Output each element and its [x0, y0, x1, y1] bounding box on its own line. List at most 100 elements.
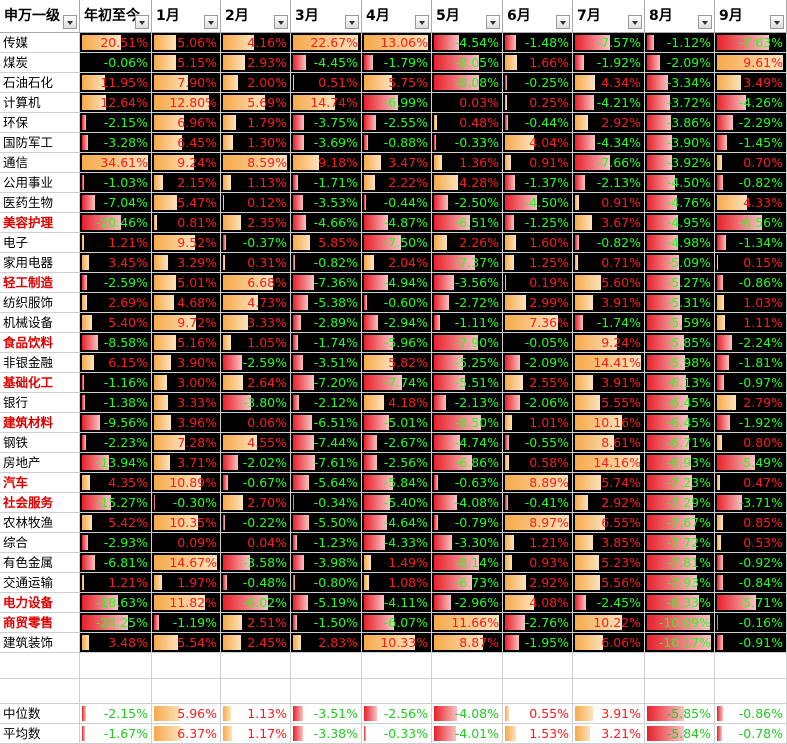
cell-text: 银行 [3, 395, 29, 410]
column-header[interactable]: 5月 [432, 0, 503, 33]
filter-button[interactable] [556, 15, 570, 29]
value-cell: 2.26% [432, 233, 503, 253]
cell-text: 10.22% [593, 615, 641, 630]
cell-text: 9月 [719, 8, 743, 24]
cell-text: -0.37% [242, 235, 287, 250]
column-header[interactable]: 6月 [503, 0, 573, 33]
column-header[interactable]: 4月 [362, 0, 432, 33]
cell-text: 石油石化 [3, 75, 54, 90]
column-header[interactable]: 2月 [221, 0, 291, 33]
column-header[interactable]: 7月 [573, 0, 645, 33]
value-cell: 1.21% [503, 533, 573, 553]
empty-cell [152, 653, 221, 679]
cell-text: 美容护理 [3, 215, 54, 230]
data-bar [82, 355, 94, 370]
filter-button[interactable] [770, 15, 784, 29]
data-bar [575, 415, 622, 430]
cell-text: -5.98% [666, 355, 711, 370]
value-cell: 6.55% [573, 513, 645, 533]
value-cell: -1.12% [645, 33, 715, 53]
data-bar [575, 35, 610, 50]
column-header[interactable]: 年初至今 [80, 0, 152, 33]
cell-text: -4.66% [313, 215, 358, 230]
value-cell: -1.45% [715, 133, 787, 153]
cell-text: -0.55% [524, 435, 569, 450]
filter-button[interactable] [698, 15, 712, 29]
data-bar [647, 615, 711, 630]
value-cell: 9.24% [152, 153, 221, 173]
cell-text: 22.67% [310, 35, 358, 50]
data-bar [293, 335, 298, 350]
cell-text: 6.68% [247, 275, 287, 290]
value-cell: -4.50% [503, 193, 573, 213]
data-bar [82, 435, 87, 450]
data-bar [434, 495, 457, 510]
data-bar [364, 135, 369, 150]
cell-text: -0.80% [313, 575, 358, 590]
data-bar [223, 495, 244, 510]
data-bar [154, 55, 177, 70]
value-cell: -3.72% [645, 93, 715, 113]
column-header[interactable]: 8月 [645, 0, 715, 33]
value-cell: -3.28% [80, 133, 152, 153]
data-bar [647, 415, 688, 430]
value-cell: -1.11% [432, 313, 503, 333]
filter-button[interactable] [135, 15, 149, 29]
value-cell: -2.13% [573, 173, 645, 193]
data-bar [364, 515, 387, 530]
value-cell: -0.33% [432, 133, 503, 153]
value-cell: -4.94% [362, 273, 432, 293]
filter-button[interactable] [486, 15, 500, 29]
value-cell: -5.96% [362, 333, 432, 353]
value-cell: 7.36% [503, 313, 573, 333]
column-header[interactable]: 3月 [291, 0, 362, 33]
cell-text: 钢铁 [3, 435, 29, 450]
cell-text: 1.36% [459, 155, 499, 170]
filter-button[interactable] [274, 15, 288, 29]
column-header[interactable]: 申万一级 [0, 0, 80, 33]
filter-button[interactable] [204, 15, 218, 29]
empty-cell [715, 653, 787, 679]
data-bar [717, 595, 757, 610]
value-cell: -7.44% [291, 433, 362, 453]
value-cell: -7.66% [573, 153, 645, 173]
cell-text: -4.26% [738, 95, 783, 110]
row-name: 环保 [0, 113, 80, 133]
data-bar [434, 275, 454, 290]
value-cell: 2.99% [503, 293, 573, 313]
cell-text: 2.00% [247, 75, 287, 90]
data-bar [293, 415, 312, 430]
value-cell: 0.55% [503, 704, 573, 724]
cell-text: -5.49% [738, 455, 783, 470]
value-cell: -1.25% [503, 213, 573, 233]
value-cell: 1.60% [503, 233, 573, 253]
cell-text: 14.16% [593, 455, 641, 470]
value-cell: -2.72% [432, 293, 503, 313]
value-cell: 2.35% [221, 213, 291, 233]
value-cell: -0.60% [362, 293, 432, 313]
filter-button[interactable] [345, 15, 359, 29]
value-cell: 2.92% [573, 113, 645, 133]
data-bar [82, 175, 84, 190]
value-cell: -1.71% [291, 173, 362, 193]
value-cell: 0.15% [715, 253, 787, 273]
filter-button[interactable] [415, 15, 429, 29]
value-cell: 4.08% [503, 593, 573, 613]
value-cell: -3.92% [645, 153, 715, 173]
column-header[interactable]: 9月 [715, 0, 787, 33]
cell-text: -6.51% [313, 415, 358, 430]
filter-button[interactable] [628, 15, 642, 29]
value-cell: 0.58% [503, 453, 573, 473]
cell-text: 3.47% [388, 155, 428, 170]
column-header[interactable]: 1月 [152, 0, 221, 33]
filter-button[interactable] [63, 15, 77, 29]
cell-text: -1.92% [738, 415, 783, 430]
cell-text: 纺织服饰 [3, 295, 54, 310]
data-bar [505, 55, 517, 70]
value-cell: -7.90% [432, 333, 503, 353]
value-cell: 4.28% [432, 173, 503, 193]
value-cell: 14.16% [573, 453, 645, 473]
cell-text: -0.67% [242, 475, 287, 490]
cell-text: -7.66% [596, 155, 641, 170]
cell-text: -1.03% [103, 175, 148, 190]
